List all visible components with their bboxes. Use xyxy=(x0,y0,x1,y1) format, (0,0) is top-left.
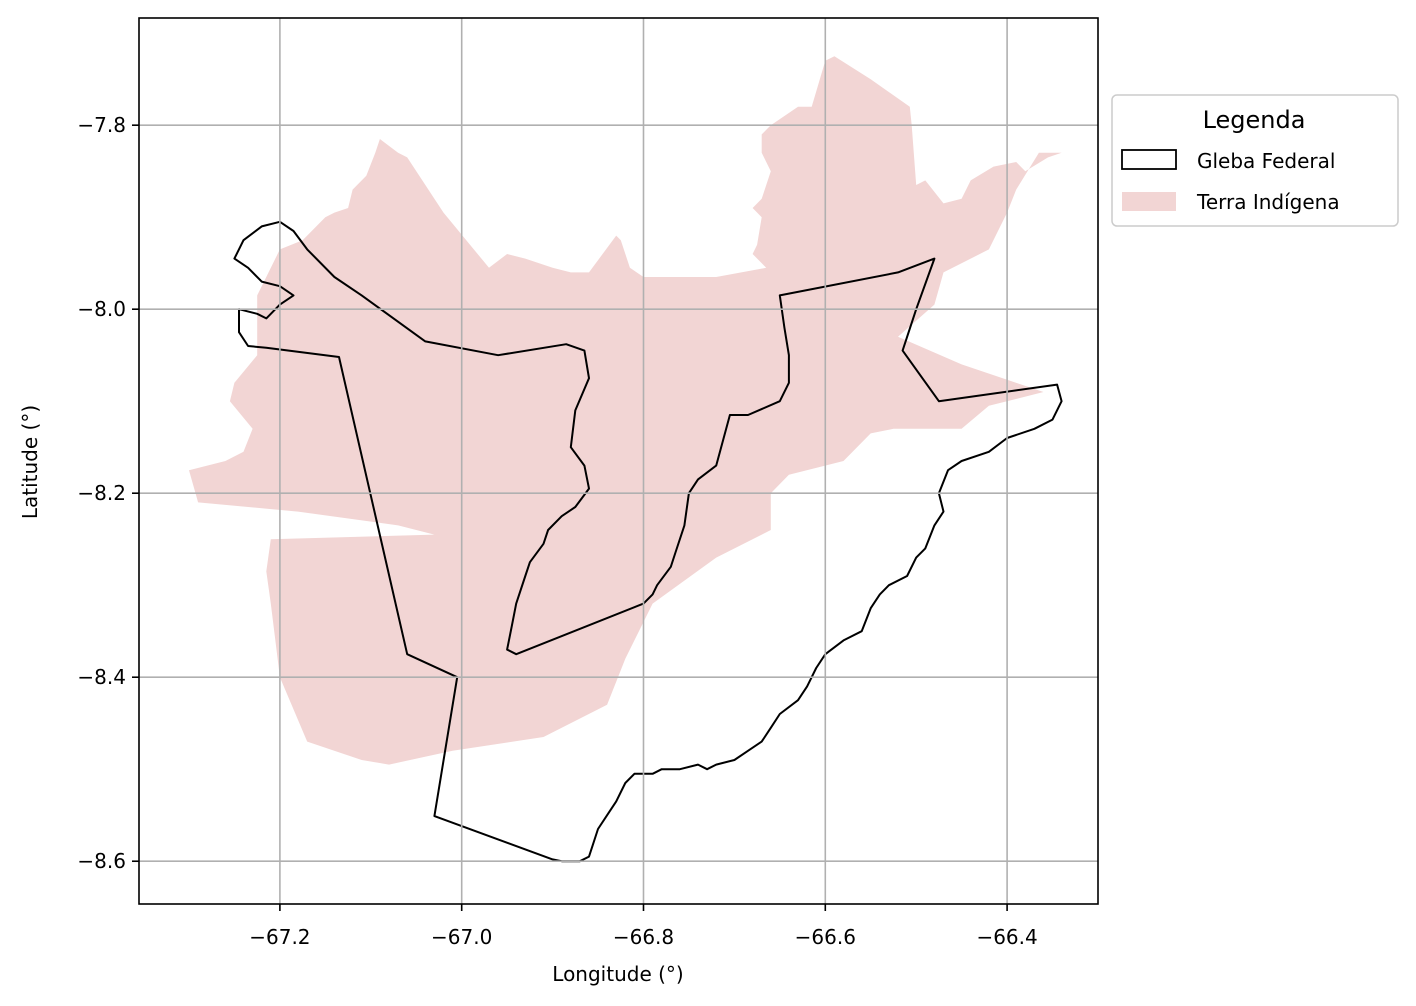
plot-frame xyxy=(138,17,1099,905)
legend-title: Legenda xyxy=(1203,106,1306,134)
y-axis-ticks: −7.8 −8.0 −8.2 −8.4 −8.6 xyxy=(77,113,139,873)
x-tick-label: −66.4 xyxy=(976,925,1037,949)
y-axis-label: Latitude (°) xyxy=(18,405,42,519)
y-tick-label: −8.0 xyxy=(77,297,126,321)
y-tick-label: −8.4 xyxy=(77,665,126,689)
x-tick-label: −67.0 xyxy=(431,925,492,949)
legend-label-gleba-federal: Gleba Federal xyxy=(1197,149,1335,173)
x-axis-label: Longitude (°) xyxy=(552,962,683,986)
legend-box xyxy=(1111,94,1399,227)
x-axis-ticks: −67.2 −67.0 −66.8 −66.6 −66.4 xyxy=(249,904,1038,949)
legend-swatch-gleba-federal xyxy=(1121,149,1177,170)
legend-swatch-terra-indigena xyxy=(1122,192,1176,211)
map-layers xyxy=(189,56,1063,863)
legend-label-terra-indigena: Terra Indígena xyxy=(1196,190,1340,214)
y-tick-label: −8.2 xyxy=(77,481,126,505)
x-tick-label: −67.2 xyxy=(249,925,310,949)
legend: Legenda Gleba Federal Terra Indígena xyxy=(1111,94,1399,227)
x-tick-label: −66.8 xyxy=(613,925,674,949)
polygon-terra-indigena xyxy=(189,56,1062,765)
y-tick-label: −8.6 xyxy=(77,849,126,873)
polygon-gleba-federal xyxy=(233,220,1063,863)
x-tick-label: −66.6 xyxy=(795,925,856,949)
gridlines xyxy=(139,18,1098,904)
y-tick-label: −7.8 xyxy=(77,113,126,137)
plot-area xyxy=(138,17,1099,905)
